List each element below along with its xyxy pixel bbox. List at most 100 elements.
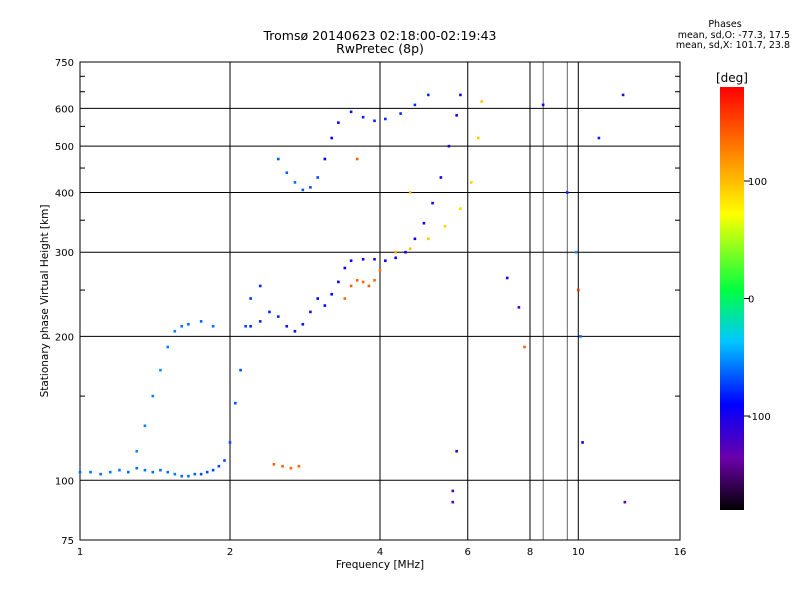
data-point xyxy=(211,468,215,472)
data-point xyxy=(159,368,162,372)
data-point xyxy=(384,259,387,262)
data-point xyxy=(180,324,184,328)
colorbar-unit: [deg] xyxy=(716,71,748,85)
x-tick-label: 8 xyxy=(527,547,533,558)
data-point xyxy=(187,474,190,478)
data-point xyxy=(447,144,451,148)
data-point xyxy=(301,322,305,326)
data-point xyxy=(199,472,203,476)
y-tick-labels: 75 100 200 300 400 500 600 750 xyxy=(55,58,74,547)
data-point xyxy=(373,279,376,282)
data-point xyxy=(166,470,170,474)
data-point xyxy=(205,470,209,474)
data-point xyxy=(330,136,334,140)
data-point xyxy=(349,110,353,114)
x-tick-label: 10 xyxy=(572,547,585,558)
data-point xyxy=(193,472,197,476)
data-point xyxy=(413,103,417,107)
data-point xyxy=(426,93,430,97)
data-point xyxy=(367,284,371,288)
data-point xyxy=(355,157,359,161)
data-point xyxy=(151,394,155,398)
data-point xyxy=(579,335,582,338)
data-point xyxy=(309,186,312,189)
data-point xyxy=(477,136,480,140)
data-point xyxy=(451,489,455,493)
data-point xyxy=(399,112,402,115)
y-tick-label: 600 xyxy=(55,104,74,115)
data-point xyxy=(361,257,365,261)
data-point xyxy=(258,320,262,323)
data-point xyxy=(293,181,297,184)
data-point xyxy=(234,401,237,405)
data-point xyxy=(143,468,147,472)
data-point xyxy=(439,176,443,179)
data-point xyxy=(623,500,627,504)
data-point xyxy=(413,237,417,241)
data-point xyxy=(244,324,247,328)
data-point xyxy=(78,470,82,474)
data-point xyxy=(228,441,232,444)
colorbar-tick-label: 100 xyxy=(748,177,767,188)
data-point xyxy=(211,324,215,328)
data-point xyxy=(470,181,473,184)
x-tick-label: 6 xyxy=(465,547,471,558)
data-point xyxy=(217,464,221,468)
data-point xyxy=(309,310,312,314)
x-tick-label: 1 xyxy=(77,547,83,558)
data-point xyxy=(394,250,397,254)
data-point xyxy=(455,114,458,117)
y-axis-label: Stationary phase Virtual Height [km] xyxy=(39,205,51,398)
y-tick-label: 200 xyxy=(55,332,74,343)
data-point xyxy=(281,464,284,468)
data-point xyxy=(443,224,447,228)
data-point xyxy=(505,276,509,280)
data-point xyxy=(289,466,293,470)
data-point xyxy=(199,320,203,323)
data-point xyxy=(135,466,139,470)
phase-stats: Phases mean, sd,O: -77.3, 17.5 mean, sd,… xyxy=(600,19,790,52)
data-point xyxy=(89,470,92,474)
phase-colorbar xyxy=(720,87,744,510)
data-point xyxy=(408,247,412,251)
data-point xyxy=(343,297,347,300)
data-point xyxy=(565,191,569,194)
data-point xyxy=(180,474,184,478)
data-point xyxy=(323,157,327,161)
data-point xyxy=(459,207,462,210)
data-point xyxy=(135,449,139,453)
data-point xyxy=(223,459,226,462)
data-point xyxy=(422,221,426,225)
data-point xyxy=(394,256,397,260)
data-point xyxy=(249,324,252,328)
data-point xyxy=(285,171,289,175)
data-point xyxy=(480,100,484,103)
data-point xyxy=(349,284,353,288)
data-point xyxy=(166,345,170,349)
data-point xyxy=(249,297,252,300)
data-point xyxy=(597,136,601,140)
data-point xyxy=(337,280,340,284)
data-point xyxy=(285,324,289,328)
data-point xyxy=(301,188,305,192)
data-point xyxy=(621,93,625,97)
data-point xyxy=(99,472,102,476)
data-point xyxy=(316,297,320,300)
data-point xyxy=(108,470,112,474)
phase-stats-x: mean, sd,X: 101.7, 23.8 xyxy=(675,40,790,51)
data-point xyxy=(355,279,359,282)
data-point xyxy=(373,257,376,261)
data-point xyxy=(316,176,320,179)
data-point xyxy=(408,191,412,194)
data-point xyxy=(343,266,347,270)
y-tick-label: 500 xyxy=(55,142,74,153)
data-point xyxy=(297,464,301,468)
y-tick-label: 400 xyxy=(55,188,74,199)
data-point xyxy=(337,121,340,124)
data-point xyxy=(517,306,521,309)
data-point xyxy=(581,441,584,444)
data-point xyxy=(173,329,177,333)
data-point xyxy=(373,119,376,123)
data-point xyxy=(384,117,387,121)
data-point xyxy=(378,268,382,272)
